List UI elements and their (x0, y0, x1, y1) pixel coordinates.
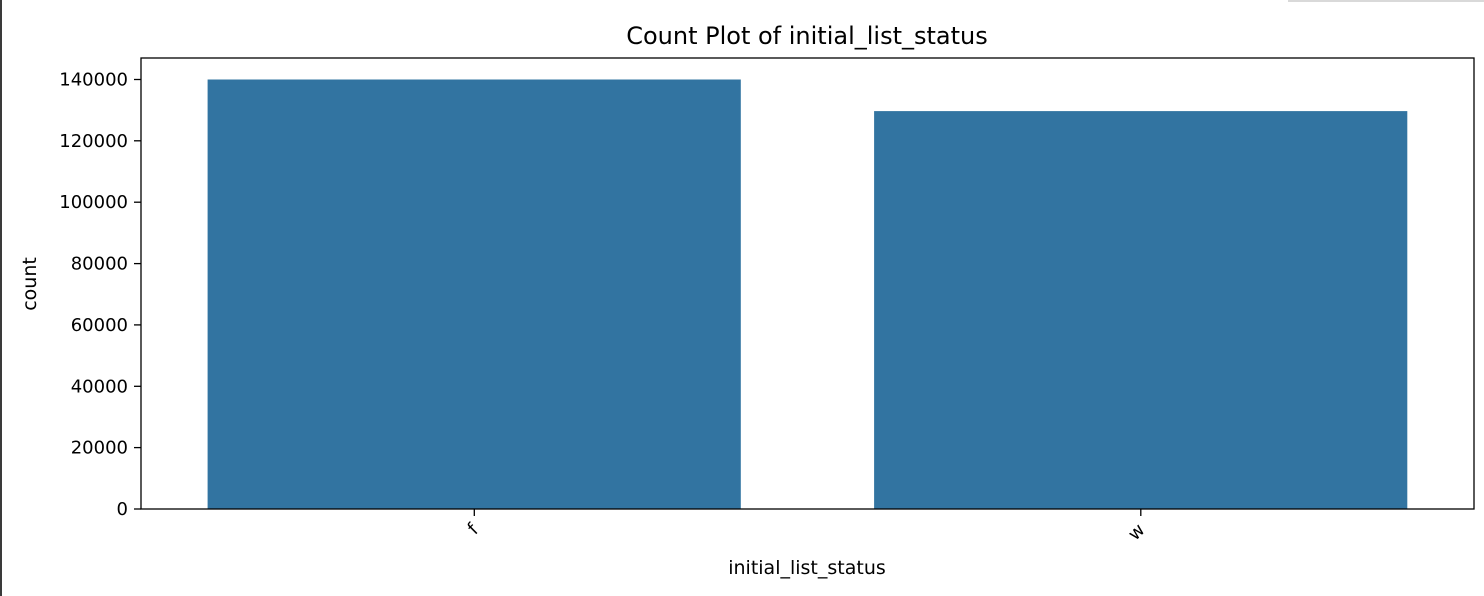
y-tick-label: 60000 (71, 315, 128, 336)
y-tick-label: 140000 (59, 70, 128, 91)
x-tick-label-f: f (464, 519, 484, 539)
y-tick-label: 0 (117, 499, 128, 520)
y-tick-label: 40000 (71, 376, 128, 397)
bar-w (874, 111, 1408, 509)
y-axis-label: count (19, 257, 41, 311)
plot-area-frame (140, 57, 1475, 510)
y-tick-label: 100000 (59, 192, 128, 213)
y-tick-label: 20000 (71, 438, 128, 459)
x-tick-label-w: w (1124, 520, 1149, 545)
window-corner-tab (1288, 0, 1484, 2)
bar-f (207, 79, 741, 509)
x-axis-label: initial_list_status (728, 557, 886, 579)
chart-title: Count Plot of initial_list_status (626, 22, 988, 50)
y-tick-label: 120000 (59, 131, 128, 152)
y-tick-label: 80000 (71, 254, 128, 275)
